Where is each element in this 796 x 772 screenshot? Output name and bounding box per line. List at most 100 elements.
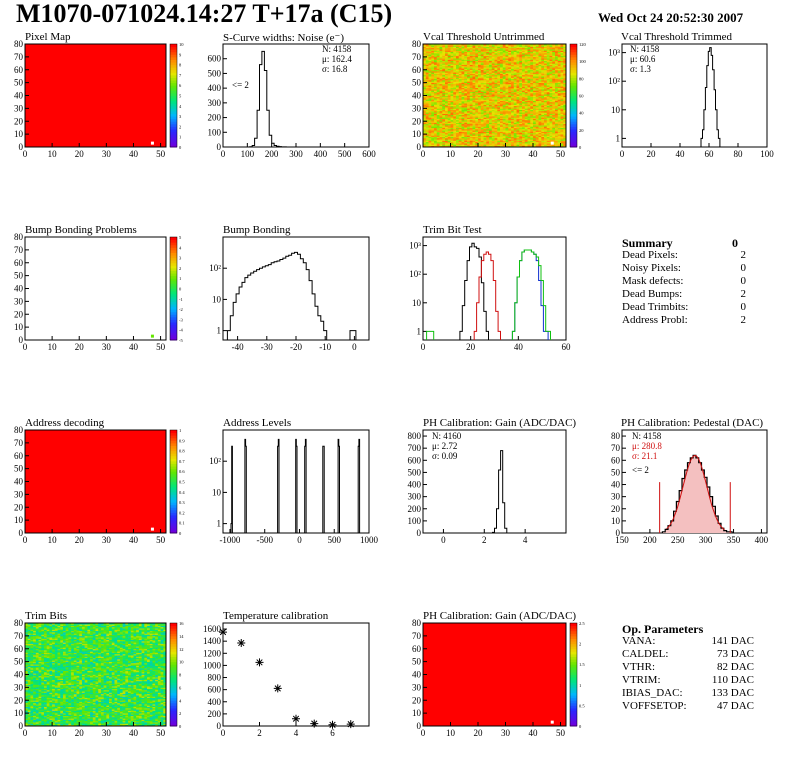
- heatmap-cell: [423, 45, 427, 47]
- heatmap-cell: [557, 126, 561, 128]
- heatmap-cell: [508, 92, 512, 95]
- heatmap-cell: [546, 119, 550, 122]
- heatmap-cell: [467, 63, 471, 65]
- palette-cell: [170, 448, 177, 452]
- heatmap-cell: [453, 143, 457, 145]
- heatmap-cell: [508, 55, 512, 58]
- heatmap-cell: [428, 94, 432, 96]
- heatmap-cell: [491, 64, 495, 67]
- heatmap-cell: [467, 55, 471, 58]
- heatmap-cell: [461, 81, 465, 83]
- heatmap-cell: [544, 126, 548, 128]
- heatmap-cell: [472, 103, 476, 105]
- heatmap-cell: [453, 105, 457, 108]
- heatmap-cell: [450, 132, 454, 135]
- heatmap-cell: [563, 67, 567, 69]
- heatmap-cell: [483, 50, 487, 53]
- heatmap-cell: [461, 137, 465, 140]
- heatmap-cell: [133, 715, 137, 718]
- heatmap-cell: [475, 56, 479, 59]
- heatmap-cell: [458, 59, 462, 62]
- heatmap-cell: [524, 127, 528, 130]
- heatmap-cell: [524, 114, 528, 117]
- heatmap-cell: [533, 59, 537, 62]
- heatmap-cell: [555, 51, 559, 54]
- heatmap-cell: [505, 128, 509, 131]
- heatmap-cell: [436, 85, 440, 87]
- heatmap-cell: [538, 137, 542, 140]
- heatmap-cell: [62, 723, 66, 726]
- heatmap-cell: [557, 86, 561, 89]
- heatmap-cell: [511, 72, 515, 74]
- heatmap-cell: [524, 78, 528, 81]
- heatmap-cell: [541, 109, 545, 112]
- heatmap-cell: [447, 140, 451, 143]
- heatmap-cell: [472, 53, 476, 55]
- heatmap-cell: [434, 119, 438, 122]
- heatmap-cell: [557, 135, 561, 137]
- heatmap-cell: [513, 122, 517, 125]
- heatmap-cell: [475, 99, 479, 101]
- heatmap-cell: [530, 107, 534, 109]
- heatmap-cell: [35, 715, 39, 718]
- heatmap-cell: [541, 112, 545, 114]
- heatmap-cell: [472, 51, 476, 54]
- heatmap-cell: [494, 77, 498, 80]
- heatmap-cell: [522, 99, 526, 101]
- heatmap-cell: [478, 59, 482, 62]
- heatmap-cell: [464, 134, 468, 136]
- heatmap-cell: [467, 127, 471, 130]
- heatmap-cell: [423, 121, 427, 123]
- heatmap-cell: [508, 85, 512, 87]
- heatmap-cell: [431, 58, 435, 60]
- heatmap-cell: [535, 125, 539, 127]
- heatmap-cell: [555, 71, 559, 73]
- heatmap-cell: [425, 103, 429, 105]
- heatmap-cell: [41, 723, 45, 726]
- heatmap-cell: [461, 144, 465, 147]
- heatmap-cell: [535, 67, 539, 69]
- heatmap-cell: [453, 81, 457, 83]
- heatmap-cell: [486, 122, 490, 125]
- heatmap-cell: [445, 44, 449, 46]
- heatmap-cell: [434, 108, 438, 110]
- heatmap-cell: [447, 94, 451, 96]
- heatmap-cell: [431, 49, 435, 51]
- heatmap-cell: [130, 716, 134, 719]
- y-tick-label: 30: [14, 296, 24, 306]
- heatmap-cell: [423, 126, 427, 128]
- heatmap-cell: [549, 137, 553, 140]
- heatmap-cell: [467, 139, 471, 141]
- heatmap-cell: [538, 123, 542, 126]
- heatmap-cell: [428, 128, 432, 131]
- heatmap-cell: [552, 60, 556, 63]
- heatmap-cell: [453, 140, 457, 143]
- heatmap-cell: [439, 51, 443, 54]
- palette-label: 7: [179, 73, 182, 78]
- heatmap-cell: [442, 77, 446, 80]
- heatmap-cell: [458, 130, 462, 132]
- heatmap-cell: [431, 119, 435, 122]
- heatmap-cell: [549, 126, 553, 128]
- heatmap-cell: [456, 109, 460, 112]
- heatmap-cell: [467, 100, 471, 103]
- heatmap-cell: [552, 63, 556, 65]
- heatmap-cell: [436, 81, 440, 83]
- heatmap-cell: [541, 92, 545, 95]
- heatmap-cell: [62, 715, 66, 718]
- heatmap-cell: [549, 113, 553, 116]
- heatmap-cell: [483, 58, 487, 60]
- heatmap-cell: [442, 46, 446, 49]
- heatmap-cell: [106, 722, 110, 724]
- heatmap-cell: [489, 45, 493, 47]
- heatmap-cell: [453, 110, 457, 113]
- heatmap-cell: [519, 134, 523, 136]
- heatmap-cell: [497, 136, 501, 139]
- heatmap-cell: [508, 53, 512, 55]
- heatmap-cell: [552, 64, 556, 67]
- heatmap-cell: [428, 46, 432, 49]
- palette-cell: [170, 90, 177, 94]
- heatmap-cell: [524, 103, 528, 105]
- heatmap-cell: [461, 103, 465, 105]
- heatmap-cell: [27, 720, 31, 723]
